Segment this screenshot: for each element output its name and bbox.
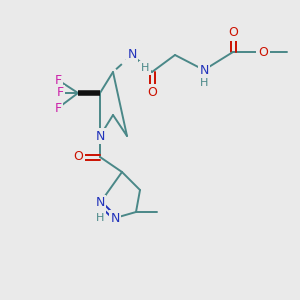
Text: N: N <box>95 196 105 209</box>
Text: N: N <box>199 64 209 76</box>
Text: N: N <box>127 49 137 62</box>
Text: O: O <box>73 151 83 164</box>
Text: O: O <box>228 26 238 40</box>
Text: N: N <box>110 212 120 224</box>
Text: O: O <box>147 85 157 98</box>
Text: H: H <box>200 78 208 88</box>
Text: H: H <box>96 213 104 223</box>
Text: H: H <box>141 63 149 73</box>
Text: N: N <box>95 130 105 142</box>
Text: O: O <box>258 46 268 59</box>
Text: F: F <box>54 74 61 86</box>
Text: F: F <box>56 86 64 100</box>
Text: F: F <box>54 101 61 115</box>
